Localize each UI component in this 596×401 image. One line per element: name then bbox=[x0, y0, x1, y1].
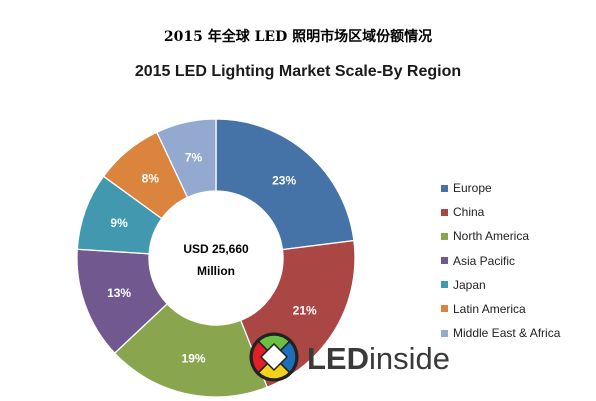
legend-label-north-america: North America bbox=[453, 229, 530, 244]
center-label-amount: USD 25,660 bbox=[183, 242, 249, 256]
legend-swatch-china bbox=[441, 208, 448, 216]
chart-title-chinese: 2015 年全球 LED 照明市场区域份额情况 bbox=[163, 29, 433, 45]
legend-label-europe: Europe bbox=[453, 181, 492, 196]
slice-label-asia-pacific: 13% bbox=[107, 286, 131, 300]
slice-europe bbox=[215, 118, 355, 251]
slice-north-america bbox=[113, 302, 269, 398]
legend-swatch-asia-pacific bbox=[441, 257, 448, 265]
legend: Europe China North America Asia Pacific Japa… bbox=[441, 176, 591, 345]
logo-text-inside: inside bbox=[369, 341, 450, 376]
legend-label-japan: Japan bbox=[453, 277, 486, 292]
slice-label-europe: 23% bbox=[272, 174, 296, 188]
center-label-unit: Million bbox=[197, 264, 235, 278]
logo-text-led: LED bbox=[307, 341, 369, 376]
slice-label-china: 21% bbox=[293, 303, 317, 317]
slice-label-middle-east-africa: 7% bbox=[185, 150, 203, 164]
legend-label-china: China bbox=[453, 205, 485, 220]
slice-label-north-america: 19% bbox=[182, 352, 206, 366]
legend-item-latin-america: Latin America bbox=[441, 297, 591, 321]
legend-swatch-middle-east-africa bbox=[441, 329, 448, 337]
ledinside-logo-icon bbox=[249, 332, 299, 382]
legend-item-north-america: North America bbox=[441, 224, 591, 248]
legend-swatch-latin-america bbox=[441, 305, 448, 313]
legend-swatch-europe bbox=[441, 184, 448, 192]
legend-item-china: China bbox=[441, 200, 591, 224]
legend-label-asia-pacific: Asia Pacific bbox=[453, 253, 516, 268]
chart-title: 2015 LED Lighting Market Scale-By Region bbox=[134, 63, 462, 80]
legend-item-asia-pacific: Asia Pacific bbox=[441, 248, 591, 272]
legend-swatch-north-america bbox=[441, 232, 448, 240]
ledinside-logo-text: LEDinside bbox=[307, 343, 450, 374]
slice-label-latin-america: 8% bbox=[142, 172, 160, 186]
slice-label-japan: 9% bbox=[110, 216, 128, 230]
legend-item-japan: Japan bbox=[441, 273, 591, 297]
donut-slice-labels: 23% 21% 19% 13% 9% 8% 7% bbox=[107, 150, 317, 365]
legend-item-middle-east-africa: Middle East & Africa bbox=[441, 321, 591, 345]
logo-diamond bbox=[259, 342, 289, 372]
legend-label-middle-east-africa: Middle East & Africa bbox=[453, 326, 561, 341]
legend-swatch-japan bbox=[441, 281, 448, 289]
slice-middle-east-africa bbox=[155, 118, 217, 199]
legend-item-europe: Europe bbox=[441, 176, 591, 200]
legend-label-latin-america: Latin America bbox=[453, 301, 526, 316]
